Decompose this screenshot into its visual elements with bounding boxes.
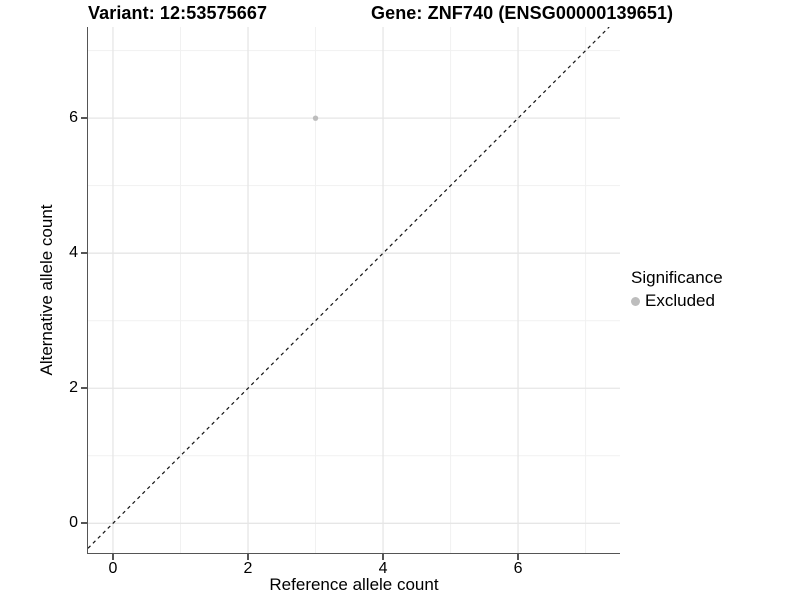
x-tick-mark [247, 554, 249, 560]
dot-icon [631, 296, 640, 306]
x-tick-mark [382, 554, 384, 560]
y-tick-label: 4 [69, 244, 78, 262]
y-axis-line [86, 26, 89, 555]
x-tick-label: 0 [108, 560, 118, 577]
identity-reference-line [88, 27, 610, 549]
legend-items: Excluded [631, 291, 796, 311]
y-tick-mark [81, 252, 87, 255]
y-tick-mark [81, 117, 87, 120]
legend-item-label: Excluded [645, 291, 715, 310]
y-tick-label: 0 [69, 514, 78, 532]
x-tick-label: 2 [243, 560, 253, 577]
y-tick-label: 2 [69, 379, 78, 397]
y-tick-mark [81, 522, 87, 525]
gene-title: Gene: ZNF740 (ENSG00000139651) [371, 3, 674, 23]
legend-item-excluded: Excluded [631, 291, 796, 311]
plot-canvas [88, 27, 620, 553]
x-axis-title: Reference allele count [269, 575, 439, 594]
legend-title: Significance [631, 268, 723, 287]
x-tick-label: 4 [378, 560, 388, 577]
y-axis-title: Alternative allele count [37, 204, 56, 376]
data-point [312, 115, 319, 121]
y-tick-label: 6 [69, 109, 78, 127]
x-tick-label: 6 [513, 560, 523, 577]
x-tick-mark [112, 554, 114, 560]
variant-title: Variant: 12:53575667 [88, 3, 268, 23]
legend: Significance Excluded [631, 268, 796, 311]
x-tick-mark [517, 554, 519, 560]
x-axis-line [87, 552, 620, 555]
plot-panel [88, 27, 620, 553]
y-tick-mark [81, 387, 87, 390]
